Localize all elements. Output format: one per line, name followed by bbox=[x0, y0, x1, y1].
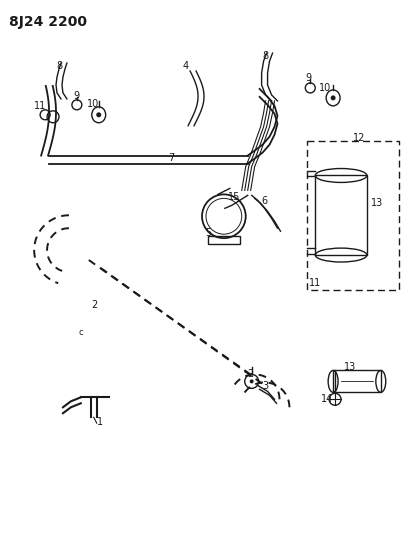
Circle shape bbox=[96, 112, 101, 117]
Text: 8: 8 bbox=[263, 51, 269, 61]
Text: 13: 13 bbox=[371, 198, 383, 208]
Bar bbox=[208, 236, 240, 244]
Text: 10: 10 bbox=[87, 99, 99, 109]
Text: 4: 4 bbox=[182, 61, 188, 71]
Bar bbox=[307, 141, 399, 290]
Text: 3: 3 bbox=[263, 382, 269, 391]
Bar bbox=[315, 175, 367, 255]
Text: 2: 2 bbox=[248, 369, 254, 379]
Text: 11: 11 bbox=[34, 101, 47, 111]
Text: 9: 9 bbox=[305, 73, 311, 83]
Circle shape bbox=[330, 95, 336, 100]
Text: 11: 11 bbox=[309, 278, 322, 288]
Bar bbox=[333, 370, 381, 392]
Text: 7: 7 bbox=[168, 152, 175, 163]
Circle shape bbox=[250, 379, 254, 383]
Text: 5: 5 bbox=[205, 228, 211, 238]
Text: 9: 9 bbox=[73, 91, 79, 101]
Text: 13: 13 bbox=[344, 361, 356, 372]
Text: 10: 10 bbox=[319, 83, 331, 93]
Text: 15: 15 bbox=[228, 192, 240, 203]
Text: 8: 8 bbox=[56, 61, 62, 71]
Text: 8J24 2200: 8J24 2200 bbox=[9, 15, 87, 29]
Text: 6: 6 bbox=[262, 196, 268, 206]
Text: 1: 1 bbox=[97, 417, 103, 427]
Text: 12: 12 bbox=[353, 133, 365, 143]
Text: 2: 2 bbox=[91, 300, 97, 310]
Text: c: c bbox=[79, 328, 84, 337]
Text: 14: 14 bbox=[321, 394, 333, 405]
